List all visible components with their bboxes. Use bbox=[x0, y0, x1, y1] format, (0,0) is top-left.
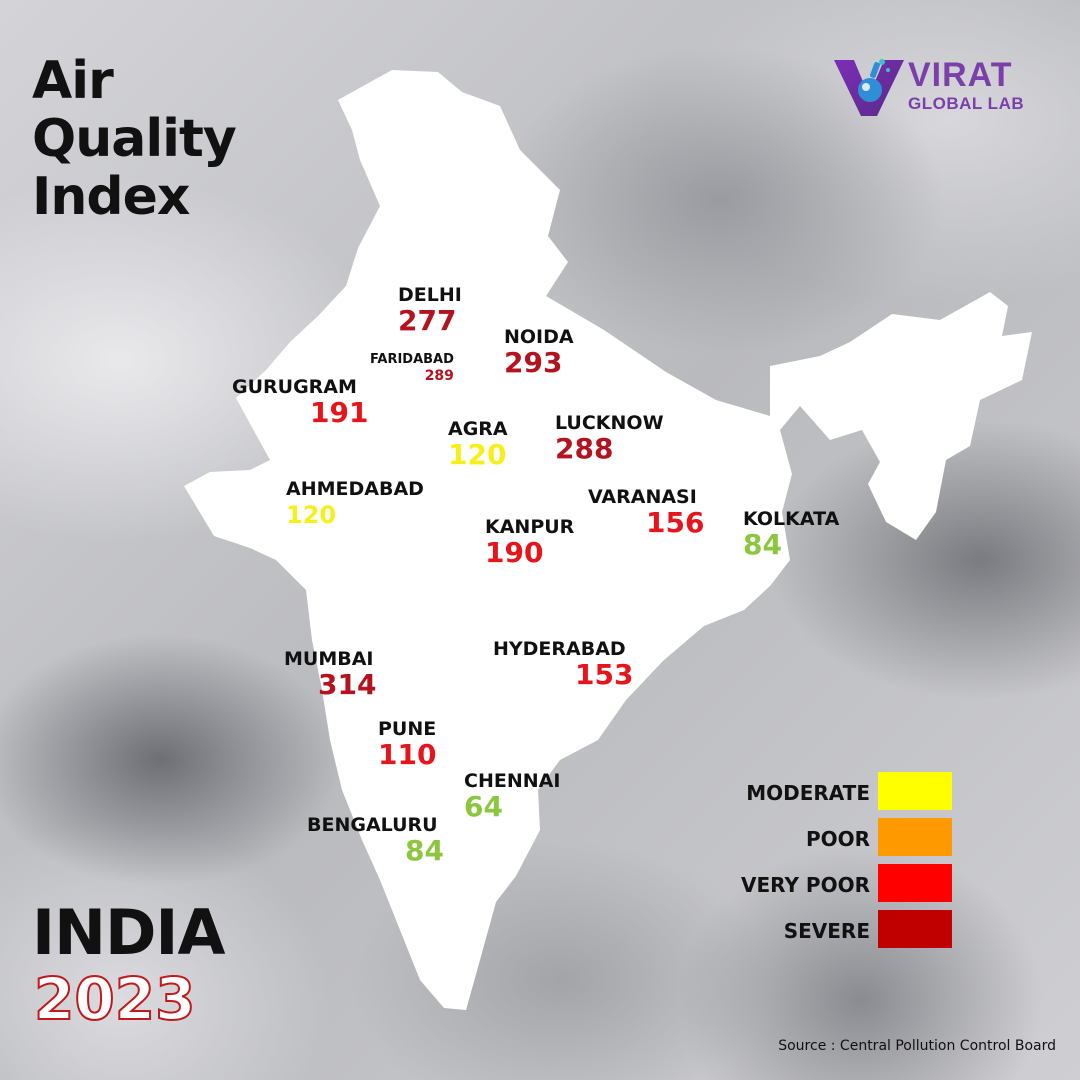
legend-label: VERY POOR bbox=[741, 873, 870, 897]
city-name: LUCKNOW bbox=[555, 412, 664, 434]
city-name: VARANASI bbox=[588, 486, 697, 508]
city-lucknow: LUCKNOW 288 bbox=[555, 412, 664, 464]
legend-label: SEVERE bbox=[783, 919, 870, 943]
city-aqi-value: 277 bbox=[398, 304, 457, 337]
city-aqi-value: 110 bbox=[378, 738, 437, 771]
virat-global-lab-logo: VIRAT GLOBAL LAB bbox=[832, 56, 1052, 120]
city-agra: AGRA 120 bbox=[448, 418, 508, 470]
city-name: PUNE bbox=[378, 718, 437, 740]
source-credit: Source : Central Pollution Control Board bbox=[778, 1038, 1056, 1054]
city-name: FARIDABAD bbox=[370, 352, 454, 367]
city-hyderabad: HYDERABAD 153 bbox=[493, 638, 633, 690]
city-name: BENGALURU bbox=[307, 814, 438, 836]
city-noida: NOIDA 293 bbox=[504, 326, 574, 378]
city-kolkata: KOLKATA 84 bbox=[743, 508, 839, 560]
legend-item-moderate: MODERATE bbox=[700, 772, 952, 818]
city-aqi-value: 84 bbox=[743, 528, 782, 561]
aqi-legend: MODERATE POOR VERY POOR SEVERE bbox=[700, 772, 952, 956]
city-name: GURUGRAM bbox=[232, 376, 357, 398]
city-aqi-value: 314 bbox=[318, 668, 377, 701]
city-aqi-value: 156 bbox=[646, 506, 705, 539]
city-aqi-value: 84 bbox=[405, 834, 444, 867]
city-name: HYDERABAD bbox=[493, 638, 626, 660]
legend-swatch bbox=[878, 910, 952, 948]
city-name: NOIDA bbox=[504, 326, 574, 348]
legend-swatch bbox=[878, 864, 952, 902]
city-name: CHENNAI bbox=[464, 770, 561, 792]
city-aqi-value: 64 bbox=[464, 790, 503, 823]
india-mainland-shape bbox=[184, 70, 1032, 1010]
city-aqi-value: 288 bbox=[555, 432, 614, 465]
logo-subtitle: GLOBAL LAB bbox=[908, 94, 1025, 113]
year-label: 2023 bbox=[33, 965, 196, 1033]
legend-item-poor: POOR bbox=[700, 818, 952, 864]
city-delhi: DELHI 277 bbox=[398, 284, 462, 336]
legend-item-severe: SEVERE bbox=[700, 910, 952, 956]
city-aqi-value: 289 bbox=[424, 368, 454, 384]
legend-swatch bbox=[878, 772, 952, 810]
city-pune: PUNE 110 bbox=[378, 718, 436, 770]
city-name: AGRA bbox=[448, 418, 508, 440]
city-faridabad: FARIDABAD 289 bbox=[370, 352, 454, 384]
city-mumbai: MUMBAI 314 bbox=[284, 648, 376, 700]
city-name: DELHI bbox=[398, 284, 462, 306]
title-line-3: Index bbox=[32, 167, 190, 227]
city-gurugram: GURUGRAM 191 bbox=[232, 376, 368, 428]
country-label: INDIA bbox=[32, 896, 225, 969]
title-line-2: Quality bbox=[32, 109, 237, 169]
legend-item-very-poor: VERY POOR bbox=[700, 864, 952, 910]
city-aqi-value: 191 bbox=[310, 396, 369, 429]
legend-label: MODERATE bbox=[746, 781, 870, 805]
flask-v-logo-icon bbox=[834, 59, 904, 116]
city-bengaluru: BENGALURU 84 bbox=[307, 814, 444, 866]
legend-swatch bbox=[878, 818, 952, 856]
page-title: Air Quality Index bbox=[32, 51, 237, 227]
legend-label: POOR bbox=[805, 827, 870, 851]
city-ahmedabad: AHMEDABAD 120 bbox=[286, 478, 424, 530]
city-name: KOLKATA bbox=[743, 508, 840, 530]
city-kanpur: KANPUR 190 bbox=[485, 516, 574, 568]
city-aqi-value: 293 bbox=[504, 346, 563, 379]
title-line-1: Air bbox=[32, 51, 114, 111]
city-varanasi: VARANASI 156 bbox=[588, 486, 704, 538]
city-aqi-value: 153 bbox=[575, 658, 634, 691]
city-name: MUMBAI bbox=[284, 648, 374, 670]
city-chennai: CHENNAI 64 bbox=[464, 770, 560, 822]
city-name: AHMEDABAD bbox=[286, 478, 424, 500]
city-aqi-value: 190 bbox=[485, 536, 544, 569]
logo-name: VIRAT bbox=[908, 56, 1013, 94]
city-name: KANPUR bbox=[485, 516, 575, 538]
city-aqi-value: 120 bbox=[448, 438, 507, 471]
city-aqi-value: 120 bbox=[286, 501, 337, 529]
